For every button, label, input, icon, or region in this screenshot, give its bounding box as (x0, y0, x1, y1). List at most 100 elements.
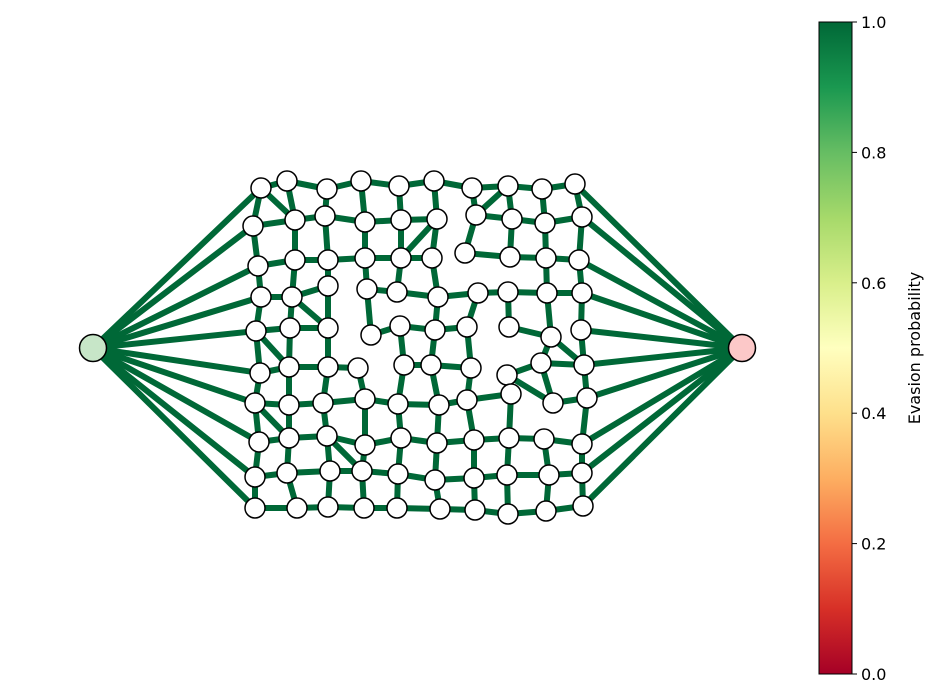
graph-node (424, 469, 446, 491)
graph-node (250, 177, 272, 199)
graph-edge (580, 345, 745, 509)
graph-node (498, 316, 520, 338)
source-node (78, 333, 108, 363)
graph-edge (90, 345, 258, 511)
graph-node (387, 463, 409, 485)
graph-edge (90, 263, 261, 351)
graph-node (498, 427, 520, 449)
colorbar-tick-label: 0.2 (861, 535, 886, 554)
graph-node (429, 498, 451, 520)
graph-edge (90, 185, 264, 351)
graph-node (499, 246, 521, 268)
colorbar-tick-label: 0.4 (861, 404, 886, 423)
graph-node (319, 460, 341, 482)
graph-node (542, 392, 564, 414)
graph-node (454, 242, 476, 264)
graph-node (351, 460, 373, 482)
graph-node (496, 464, 518, 486)
graph-node (389, 315, 411, 337)
graph-node (456, 316, 478, 338)
graph-node (247, 255, 269, 277)
graph-edge (584, 345, 745, 401)
graph-node (428, 394, 450, 416)
graph-node (386, 281, 408, 303)
graph-edge (579, 345, 745, 447)
graph-node (317, 496, 339, 518)
graph-node (571, 433, 593, 455)
graph-node (249, 362, 271, 384)
graph-node (317, 317, 339, 339)
graph-node (353, 497, 375, 519)
graph-node (456, 389, 478, 411)
graph-node (354, 247, 376, 269)
graph-node (571, 462, 593, 484)
graph-edge (90, 345, 258, 406)
graph-edge (578, 327, 745, 351)
graph-node (571, 282, 593, 304)
graph-node (538, 464, 560, 486)
graph-node (420, 354, 442, 376)
graph-node (461, 177, 483, 199)
graph-edge (579, 290, 745, 351)
graph-node (497, 503, 519, 525)
graph-node (242, 215, 264, 237)
graph-node (427, 286, 449, 308)
graph-node (570, 319, 592, 341)
target-node (727, 333, 757, 363)
graph-edge (90, 345, 258, 480)
graph-node (356, 278, 378, 300)
graph-node (347, 357, 369, 379)
graph-node (464, 499, 486, 521)
graph-node (533, 428, 555, 450)
graph-node (463, 429, 485, 451)
graph-node (276, 462, 298, 484)
graph-edge (579, 214, 745, 351)
graph-node (279, 317, 301, 339)
graph-node (278, 427, 300, 449)
graph-node (284, 249, 306, 271)
graph-node (467, 282, 489, 304)
colorbar-tick-label: 0.6 (861, 274, 886, 293)
graph-node (536, 282, 558, 304)
graph-node (286, 497, 308, 519)
graph-node (390, 209, 412, 231)
colorbar-ticks: 0.0 0.2 0.4 0.6 0.8 1.0 (852, 13, 886, 684)
graph-node (354, 388, 376, 410)
colorbar-tick-label: 0.8 (861, 143, 886, 162)
graph-node (350, 170, 372, 192)
graph-node (501, 208, 523, 230)
graph-node (317, 356, 339, 378)
graph-node (465, 204, 487, 226)
graph-node (424, 319, 446, 341)
graph-edge (572, 181, 745, 351)
graph-node (360, 324, 382, 346)
graph-node (387, 393, 409, 415)
graph-node (576, 387, 598, 409)
graph-node (535, 247, 557, 269)
graph-node (540, 326, 562, 348)
graph-node (530, 352, 552, 374)
graph-node (426, 432, 448, 454)
graph-node (354, 211, 376, 233)
graph-node (463, 467, 485, 489)
graph-node (244, 392, 266, 414)
graph-node (423, 170, 445, 192)
colorbar-label: Evasion probability (905, 272, 924, 425)
graph-node (534, 212, 556, 234)
graph-edge (576, 257, 745, 351)
graph-node (388, 175, 410, 197)
graph-node (572, 495, 594, 517)
graph-node (317, 249, 339, 271)
graph-node (564, 173, 586, 195)
graph-node (571, 206, 593, 228)
graph-node (354, 434, 376, 456)
graph-node (393, 354, 415, 376)
graph-node (316, 425, 338, 447)
graph-edge (90, 223, 256, 351)
graph-edge (90, 328, 259, 351)
graph-nodes (78, 170, 757, 525)
graph-edge (90, 345, 263, 376)
graph-node (278, 356, 300, 378)
graph-node (244, 466, 266, 488)
